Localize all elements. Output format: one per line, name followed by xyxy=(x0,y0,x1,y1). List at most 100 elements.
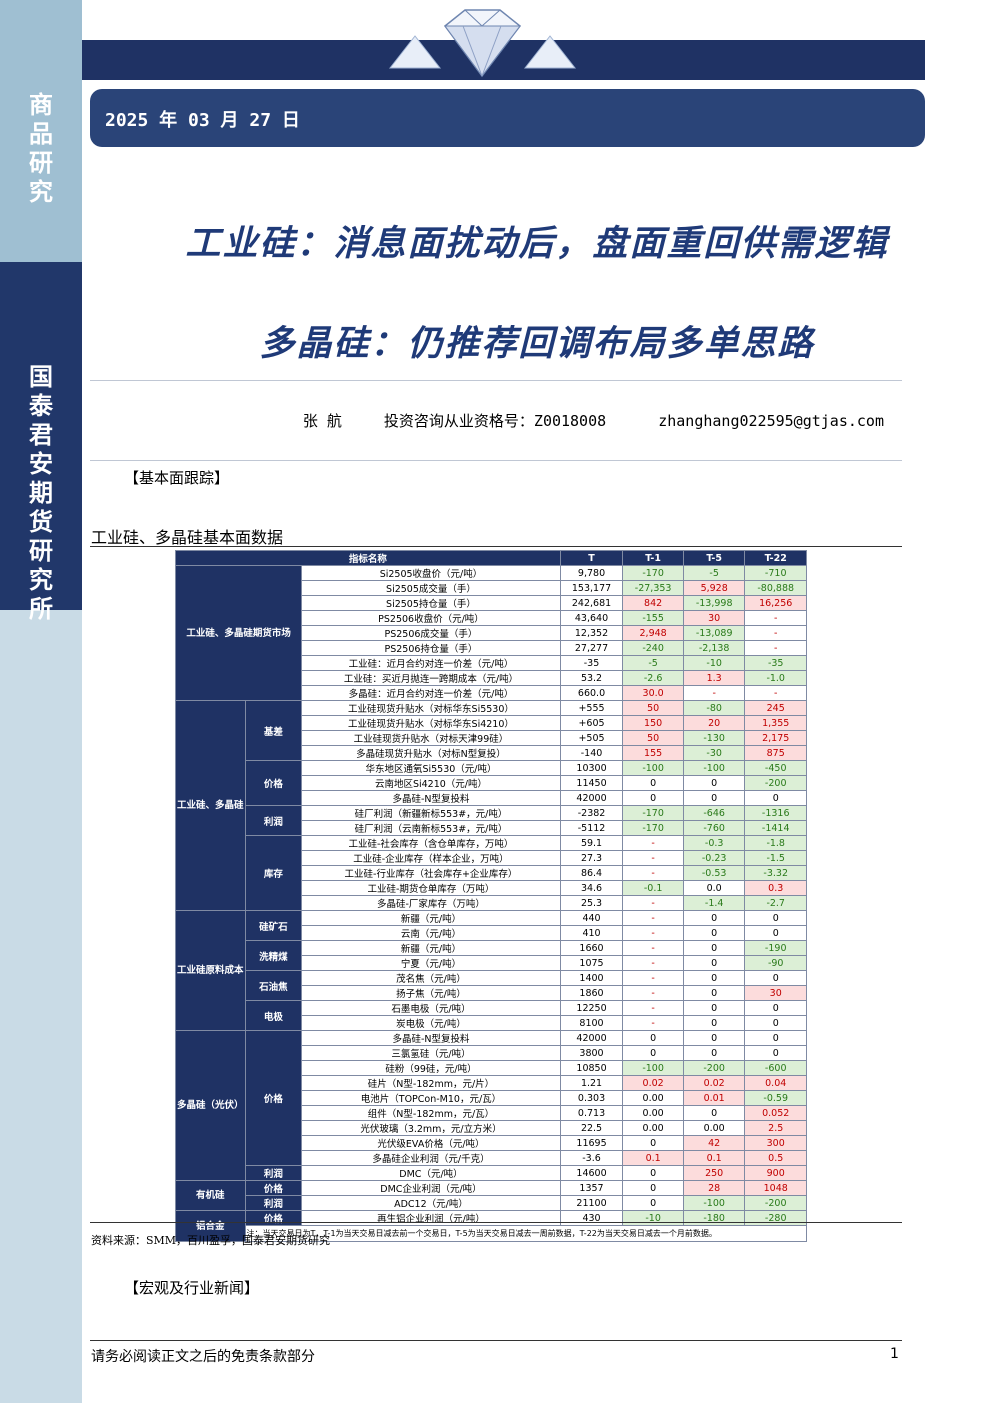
change-cell: 0 xyxy=(622,775,684,791)
sidebar-label-institute: 国泰君安期货研究所 xyxy=(29,362,53,623)
change-cell: -100 xyxy=(622,760,684,776)
change-cell: 0.00 xyxy=(682,1120,746,1136)
change-cell: -2.7 xyxy=(744,895,807,911)
diamond-logo-icon xyxy=(388,9,577,78)
table-row: 工业硅原料成本 硅矿石 新疆（元/吨） 440-0 0 xyxy=(175,910,807,1031)
change-cell: -240 xyxy=(622,640,684,656)
change-cell: 0.00 xyxy=(622,1105,684,1121)
change-cell: - xyxy=(622,865,684,881)
value-t: -2382 xyxy=(559,805,624,821)
table-row: 利润 DMC（元/吨） 14600 0 250 900 xyxy=(176,1165,807,1181)
indicator-name: 工业硅：买近月抛连一跨期成本（元/吨） xyxy=(301,670,561,686)
value-t: 42000 xyxy=(559,1030,624,1046)
value-t: 10300 xyxy=(559,760,624,776)
change-cell: 155 xyxy=(622,745,684,761)
change-cell: 0 xyxy=(622,1165,684,1181)
group-label: 工业硅原料成本 xyxy=(175,910,246,1031)
value-t: 8100 xyxy=(559,1015,624,1031)
change-cell: 0 xyxy=(622,1135,684,1151)
table-row: 宁夏（元/吨） 1075-0 -90 xyxy=(176,955,807,971)
change-cell: - xyxy=(622,985,684,1001)
change-cell: -450 xyxy=(744,760,807,776)
change-cell: - xyxy=(622,970,684,986)
value-t: -35 xyxy=(559,655,624,671)
group-label: 多晶硅（光伏） xyxy=(175,1030,246,1181)
value-t: 1.21 xyxy=(559,1075,624,1091)
table-row: 光伏玻璃（3.2mm，元/立方米） 22.5 0.00 0.00 2.5 xyxy=(176,1120,807,1136)
value-t: 1400 xyxy=(559,970,624,986)
date-banner xyxy=(90,89,925,147)
indicator-name: 工业硅-企业库存（样本企业，万吨） xyxy=(301,850,561,866)
change-cell: - xyxy=(744,640,807,656)
table-row: 利润 ADC12（元/吨） 21100 0 -100 -200 xyxy=(176,1195,807,1211)
change-cell: 0.0 xyxy=(682,880,746,896)
indicator-name: 工业硅现货升贴水（对标天津99硅） xyxy=(301,730,561,746)
table-row: 工业硅、多晶硅期货市场 Si2505收盘价（元/吨） 9,780 -170 -5 -710 xyxy=(174,565,807,701)
change-cell: -30 xyxy=(682,745,746,761)
header-cell: T-5 xyxy=(682,550,746,566)
indicator-name: 茂名焦（元/吨） xyxy=(301,970,561,986)
indicator-name: 光伏玻璃（3.2mm，元/立方米） xyxy=(301,1120,561,1136)
indicator-name: 工业硅-行业库存（社会库存+企业库存） xyxy=(301,865,561,881)
subgroup-label: 电极 xyxy=(244,1000,303,1031)
subgroup-label: 利润 xyxy=(244,1195,303,1211)
value-t: 86.4 xyxy=(559,865,624,881)
change-cell: 16,256 xyxy=(744,595,807,611)
change-cell: -170 xyxy=(622,805,684,821)
indicator-name: 工业硅现货升贴水（对标华东Si4210） xyxy=(301,715,561,731)
change-cell: 900 xyxy=(744,1165,807,1181)
value-t: 440 xyxy=(559,910,624,926)
change-cell: - xyxy=(622,940,684,956)
indicator-name: 新疆（元/吨） xyxy=(301,940,561,956)
indicator-name: 多晶硅-N型复投料 xyxy=(301,1030,561,1046)
change-cell: 0.00 xyxy=(622,1090,684,1106)
value-t: 1357 xyxy=(559,1180,624,1196)
indicator-name: 扬子焦（元/吨） xyxy=(301,985,561,1001)
change-cell: -35 xyxy=(744,655,807,671)
change-cell: 0 xyxy=(682,1000,746,1016)
value-t: +505 xyxy=(559,730,624,746)
subgroup-label: 石油焦 xyxy=(244,970,303,1001)
value-t: 1660 xyxy=(559,940,624,956)
change-cell: -13,998 xyxy=(682,595,746,611)
author-email[interactable]: zhanghang022595@gtjas.com xyxy=(658,412,884,430)
value-t: 14600 xyxy=(559,1165,624,1181)
change-cell: 2,948 xyxy=(622,625,684,641)
change-cell: 0.5 xyxy=(744,1150,807,1166)
indicator-name: 云南（元/吨） xyxy=(301,925,561,941)
header-cell: T-1 xyxy=(622,550,684,566)
group-label: 工业硅、多晶硅 xyxy=(175,700,246,911)
change-cell: 0 xyxy=(744,1030,807,1046)
change-cell: -200 xyxy=(682,1060,746,1076)
sidebar-dark-band xyxy=(0,262,82,610)
value-t: 21100 xyxy=(559,1195,624,1211)
indicator-name: 光伏级EVA价格（元/吨） xyxy=(301,1135,561,1151)
change-cell: 0 xyxy=(682,955,746,971)
indicator-name: PS2506成交量（手） xyxy=(301,625,561,641)
change-cell: -10 xyxy=(682,655,746,671)
change-cell: 2,175 xyxy=(744,730,807,746)
change-cell: -0.53 xyxy=(682,865,746,881)
value-t: 59.1 xyxy=(559,835,624,851)
change-cell: 0 xyxy=(682,775,746,791)
indicator-name: DMC（元/吨） xyxy=(301,1165,561,1181)
change-cell: -646 xyxy=(682,805,746,821)
indicator-name: 工业硅-社会库存（含仓单库存，万吨） xyxy=(301,835,561,851)
group-label: 铝合金 xyxy=(175,1210,246,1242)
change-cell: - xyxy=(744,685,807,701)
change-cell: -0.1 xyxy=(622,880,684,896)
author-divider xyxy=(90,460,902,461)
change-cell: 42 xyxy=(682,1135,746,1151)
indicator-name: PS2506持仓量（手） xyxy=(301,640,561,656)
indicator-name: 多晶硅：近月合约对连一价差（元/吨） xyxy=(301,685,561,701)
change-cell: - xyxy=(622,925,684,941)
table-row: 价格 华东地区通氧Si5530（元/吨） 10300 -100 -100 -450 xyxy=(176,760,807,806)
change-cell: 0 xyxy=(622,1195,684,1211)
change-cell: 0.052 xyxy=(744,1105,807,1121)
section-news: 【宏观及行业新闻】 xyxy=(124,1279,260,1297)
change-cell: -2,138 xyxy=(682,640,746,656)
change-cell: -80,888 xyxy=(744,580,807,596)
data-source: 资料来源：SMM，百川盈孚，国泰君安期货研究 xyxy=(91,1234,331,1247)
change-cell: - xyxy=(744,625,807,641)
value-t: 153,177 xyxy=(559,580,624,596)
